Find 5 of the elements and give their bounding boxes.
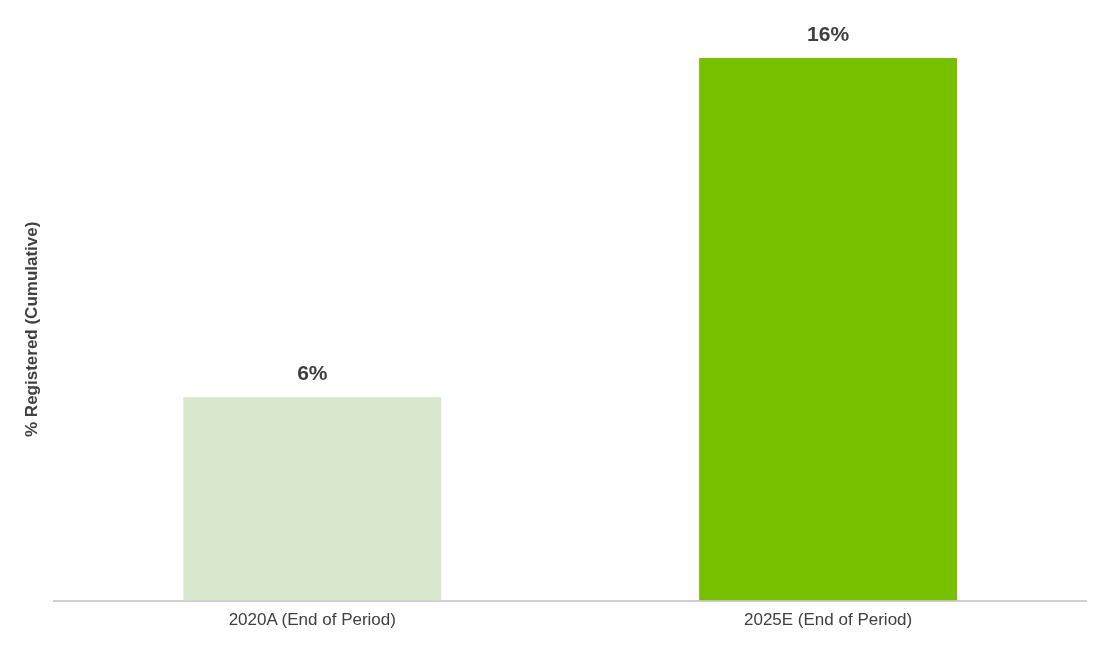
- data-label: 6%: [297, 361, 328, 385]
- y-axis-title: % Registered (Cumulative): [21, 221, 41, 437]
- x-tick-label: 2025E (End of Period): [743, 610, 913, 630]
- x-tick-label: 2020A (End of Period): [228, 610, 396, 630]
- data-label: 16%: [807, 22, 850, 46]
